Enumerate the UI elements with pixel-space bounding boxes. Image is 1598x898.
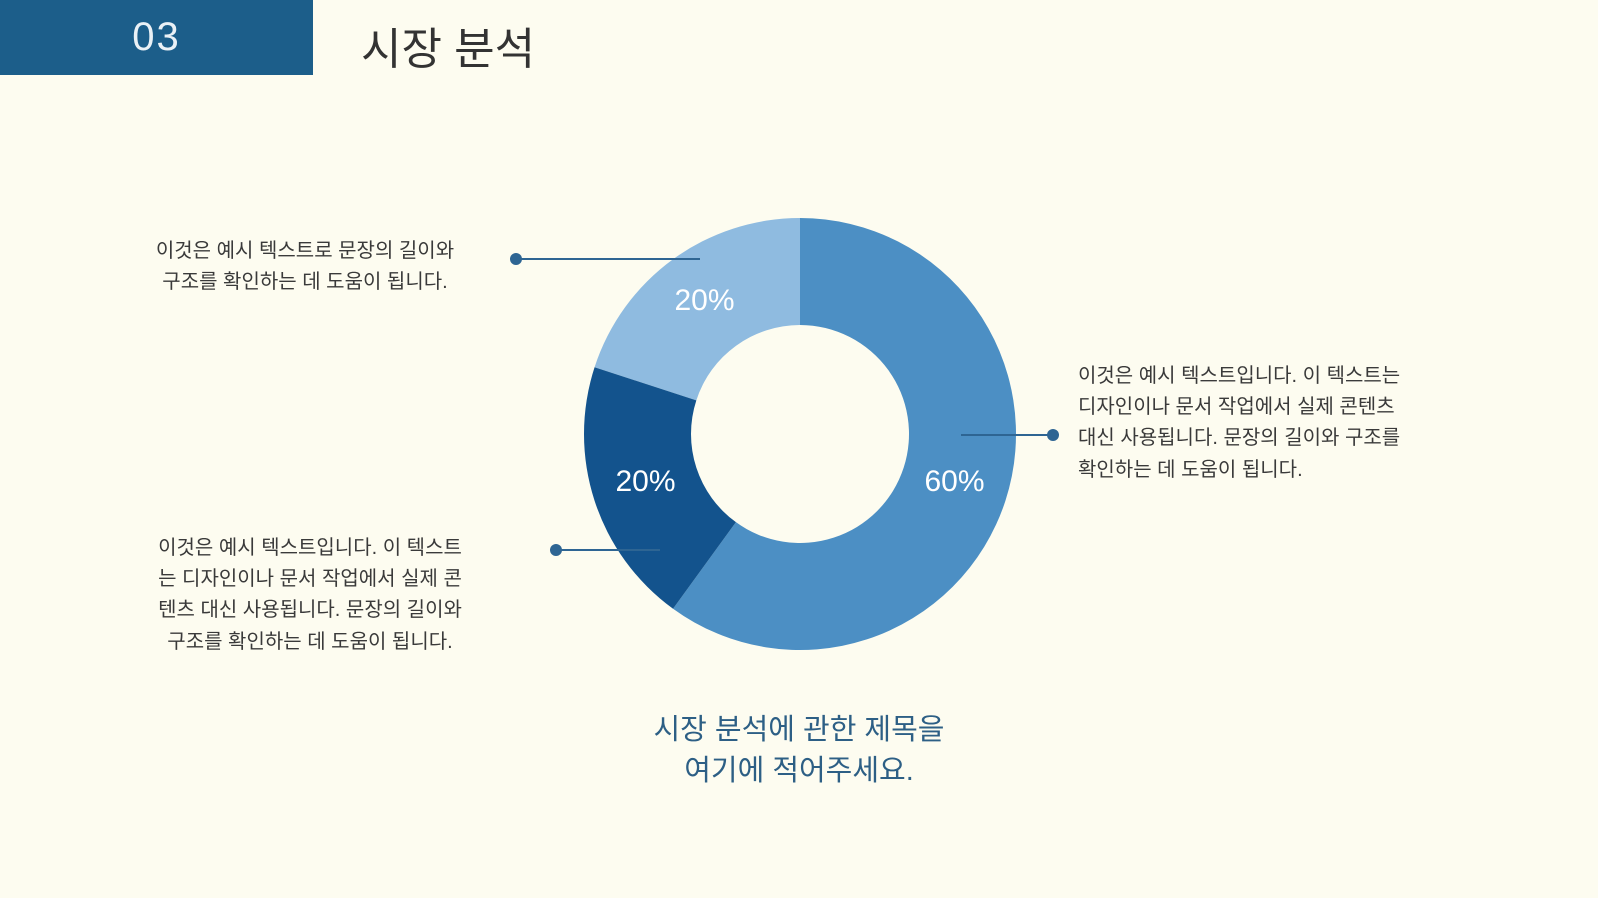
- svg-text:60%: 60%: [924, 465, 984, 498]
- svg-text:20%: 20%: [615, 465, 675, 498]
- svg-text:20%: 20%: [674, 284, 734, 317]
